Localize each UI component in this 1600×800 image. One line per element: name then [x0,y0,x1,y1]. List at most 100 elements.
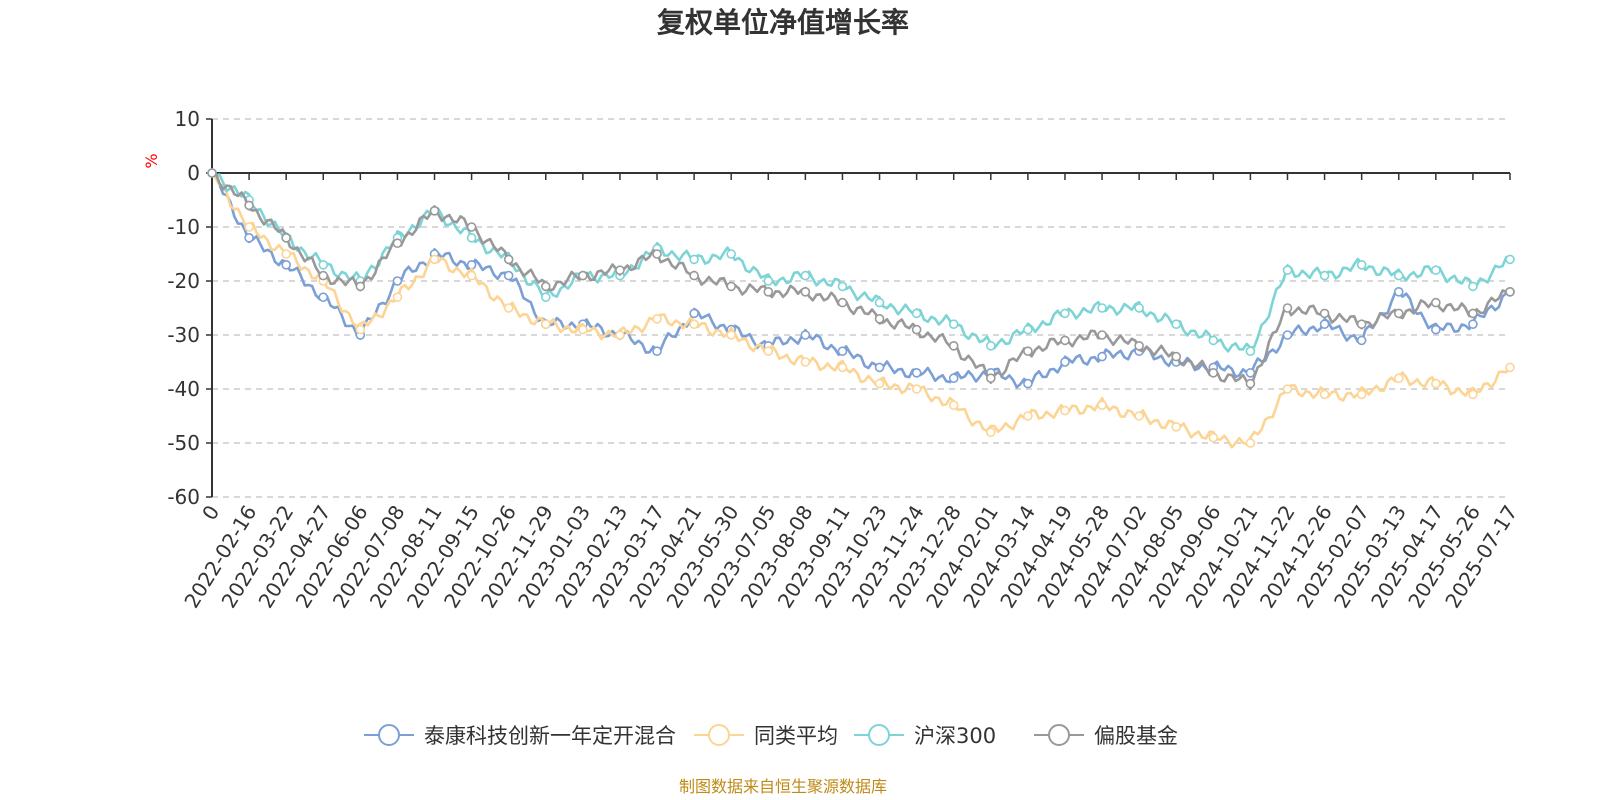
y-tick-label: 10 [175,107,200,131]
y-tick-label: -50 [167,431,200,455]
data-point [1060,308,1070,319]
data-point [763,346,774,357]
x-tick-label: 0 [197,501,224,525]
data-point [1097,303,1107,313]
data-point [207,168,217,178]
data-point [244,200,254,211]
y-tick-label: -20 [167,269,200,293]
data-point [244,233,254,243]
grid [212,118,1510,498]
data-point [355,324,366,335]
data-point [1282,265,1293,276]
data-point [1023,378,1033,389]
data-point [1468,308,1478,319]
legend-swatch-marker [378,724,400,746]
data-point [466,222,477,232]
data-point [503,254,514,265]
data-point [578,324,588,335]
data-point [911,367,922,378]
data-point [281,233,291,243]
data-point [689,270,699,281]
data-point [429,254,440,265]
data-point [503,303,514,313]
data-point [800,286,811,297]
series-line [211,171,1511,353]
data-point [281,259,291,270]
data-point [1060,335,1070,346]
series-line [211,171,1511,391]
data-point [540,292,551,303]
data-point [1319,308,1330,319]
data-point [1282,303,1293,313]
legend-swatch-marker [868,724,890,746]
data-point [874,297,885,308]
data-point [1245,438,1256,448]
data-point [1282,330,1293,340]
data-point [1393,373,1404,384]
data-point [1468,319,1478,330]
legend-swatch-marker [708,724,730,746]
data-point [874,313,885,324]
legend-swatch-marker [1048,724,1070,746]
data-point [911,308,922,319]
data-point [392,292,403,303]
legend-label: 泰康科技创新一年定开混合 [424,724,676,748]
data-point [318,270,329,281]
y-tick-label: -30 [167,323,200,347]
data-point [318,259,329,270]
data-point [1393,270,1404,281]
data-point [763,286,774,297]
data-point [578,270,588,281]
data-point [726,330,737,340]
data-point [726,281,737,292]
legend-label: 同类平均 [754,724,838,748]
data-point [1208,335,1219,346]
data-point [1023,411,1033,421]
series-line [211,171,1511,389]
data-point [1282,384,1293,394]
data-point [1023,346,1033,357]
data-point [652,346,662,357]
data-point [1171,351,1182,362]
data-point [1431,297,1441,308]
data-point [1431,265,1441,276]
data-point [689,308,699,319]
series-line [210,172,1512,449]
data-point [1245,346,1256,357]
data-point [689,254,699,265]
data-point [281,249,291,259]
data-point [1505,286,1515,297]
data-point [1171,421,1182,432]
data-point [985,427,996,438]
data-point [652,313,662,324]
legend-label: 沪深300 [914,724,996,748]
data-point [800,270,811,281]
data-point [1245,367,1256,378]
data-point [1356,389,1367,400]
data-point [1356,335,1367,346]
data-point [874,378,885,389]
data-point [948,373,959,384]
data-point [837,297,848,308]
data-point [1431,324,1441,335]
data-point [1208,367,1219,378]
y-tick-label: -10 [167,215,200,239]
data-point [1060,357,1070,367]
data-point [1134,340,1144,351]
data-point [392,276,403,286]
data-point [1468,389,1478,400]
data-point [800,357,811,367]
data-point [1208,432,1219,443]
data-point [874,362,885,373]
y-tick-label: 0 [187,161,200,185]
data-point [540,281,551,292]
data-point [615,265,625,276]
data-point [1319,389,1330,400]
data-point [837,362,848,373]
data-point [652,249,662,259]
data-point [466,270,477,281]
y-tick-label: -60 [167,485,200,509]
data-point [1097,351,1107,362]
data-point [1319,319,1330,330]
data-point [1356,259,1367,270]
